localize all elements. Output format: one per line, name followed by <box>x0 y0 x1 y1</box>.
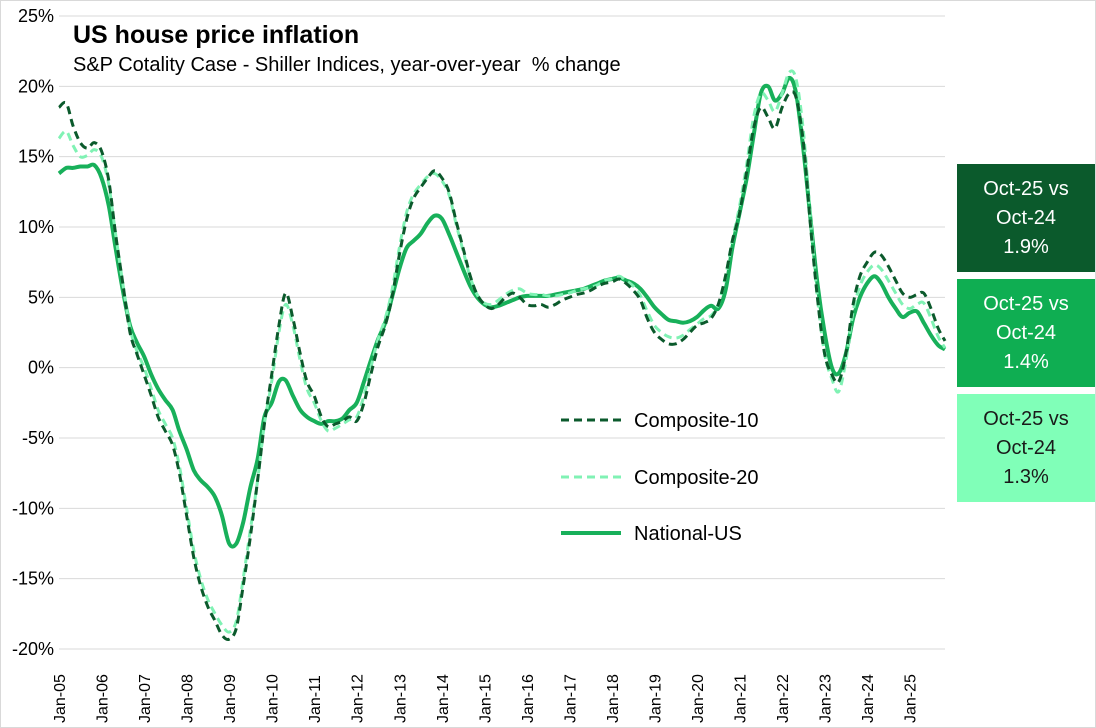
y-tick-label: 25% <box>18 6 54 26</box>
x-tick-label: Jan-16 <box>520 674 537 723</box>
callout-line-2: Oct-24 <box>995 206 1057 229</box>
x-tick-label: Jan-12 <box>350 674 367 723</box>
y-axis-ticks: -20% -15% -10% -5% 0% 5% 10% 15% 20% 25% <box>12 6 54 659</box>
x-tick-label: Jan-08 <box>180 674 197 723</box>
x-tick-label: Jan-06 <box>95 674 112 723</box>
y-tick-label: -20% <box>12 639 54 659</box>
series-line-composite-10 <box>57 90 947 641</box>
x-tick-label: Jan-17 <box>562 674 579 723</box>
national-us-callout: Oct-25 vs Oct-24 1.3% <box>957 394 1095 502</box>
x-tick-label: Jan-05 <box>52 674 69 723</box>
x-tick-label: Jan-22 <box>775 674 792 723</box>
y-tick-label: -10% <box>12 498 54 518</box>
x-tick-label: Jan-24 <box>860 674 877 723</box>
callout-value: 1.3% <box>1003 465 1049 488</box>
chart-title: US house price inflation <box>73 21 360 49</box>
x-tick-label: Jan-15 <box>477 674 494 723</box>
callout-line-1: Oct-25 vs <box>983 177 1069 200</box>
y-tick-label: -5% <box>22 428 54 448</box>
series-lines <box>57 69 947 641</box>
y-tick-label: 5% <box>28 287 54 307</box>
composite-20-callout: Oct-25 vs Oct-24 1.4% <box>957 279 1095 387</box>
callout-line-2: Oct-24 <box>995 436 1057 459</box>
series-line-composite-20 <box>57 69 947 634</box>
y-tick-label: -15% <box>12 569 54 589</box>
y-tick-label: 15% <box>18 147 54 167</box>
y-tick-label: 0% <box>28 358 54 378</box>
x-tick-label: Jan-09 <box>222 674 239 723</box>
callout-line-1: Oct-25 vs <box>983 407 1069 430</box>
x-tick-label: Jan-07 <box>137 674 154 723</box>
y-tick-label: 10% <box>18 217 54 237</box>
x-tick-label: Jan-13 <box>392 674 409 723</box>
series-line-national-us <box>57 75 947 549</box>
x-tick-label: Jan-11 <box>307 675 324 723</box>
x-tick-label: Jan-18 <box>605 674 622 723</box>
x-tick-label: Jan-20 <box>690 674 707 723</box>
callout-value: 1.4% <box>1003 350 1049 373</box>
callout-value: 1.9% <box>1003 235 1049 258</box>
legend-label: Composite-20 <box>634 467 759 489</box>
legend-label: Composite-10 <box>634 410 759 432</box>
chart-subtitle: S&P Cotality Case - Shiller Indices, yea… <box>73 54 621 76</box>
x-tick-label: Jan-23 <box>818 674 835 723</box>
composite-10-callout: Oct-25 vs Oct-24 1.9% <box>957 164 1095 272</box>
x-tick-label: Jan-21 <box>733 674 750 723</box>
y-tick-label: 20% <box>18 76 54 96</box>
x-tick-label: Jan-10 <box>265 674 282 723</box>
x-tick-label: Jan-19 <box>647 674 664 723</box>
x-tick-label: Jan-25 <box>903 674 920 723</box>
callout-line-2: Oct-24 <box>995 321 1057 344</box>
x-tick-label: Jan-14 <box>435 674 452 723</box>
x-axis-ticks: Jan-05 Jan-06 Jan-07 Jan-08 Jan-09 Jan-10 Jan-… <box>52 674 920 723</box>
legend-label: National-US <box>634 523 742 545</box>
legend: Composite-10 Composite-20 National-US <box>561 410 759 545</box>
callout-line-1: Oct-25 vs <box>983 292 1069 315</box>
